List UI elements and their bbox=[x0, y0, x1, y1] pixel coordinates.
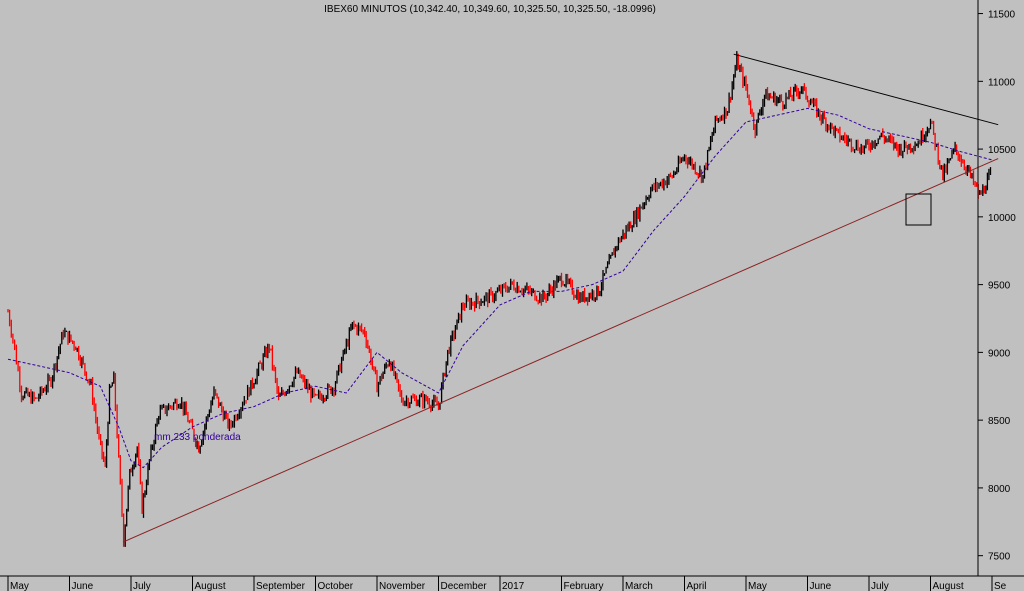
x-tick-label: February bbox=[564, 581, 604, 591]
x-tick-label: March bbox=[625, 581, 653, 591]
x-tick-label: June bbox=[72, 581, 94, 591]
x-tick-label: April bbox=[687, 581, 707, 591]
x-tick-label: July bbox=[871, 581, 889, 591]
y-tick-label: 11500 bbox=[988, 10, 1016, 21]
x-tick-label: June bbox=[810, 581, 832, 591]
x-tick-label: September bbox=[256, 581, 306, 591]
y-tick-label: 8000 bbox=[988, 484, 1011, 495]
x-axis: May June July August September October Novembe… bbox=[7, 576, 1007, 591]
y-axis: 7500 8000 8500 9000 9500 10000 10500 11000 11500 bbox=[978, 10, 1016, 563]
trendlines bbox=[122, 53, 999, 543]
x-tick-label: December bbox=[441, 581, 488, 591]
x-tick-label: May bbox=[748, 581, 767, 591]
moving-average-label: mm 233 ponderada bbox=[154, 432, 241, 443]
y-tick-label: 8500 bbox=[988, 416, 1011, 427]
chart-title: IBEX60 MINUTOS (10,342.40, 10,349.60, 10… bbox=[324, 4, 656, 15]
y-tick-label: 10000 bbox=[988, 213, 1016, 224]
resistance-trendline bbox=[733, 53, 999, 126]
moving-average-line bbox=[7, 107, 993, 469]
y-tick-label: 9000 bbox=[988, 348, 1011, 359]
x-tick-label: August bbox=[195, 581, 226, 591]
support-trendline bbox=[122, 158, 999, 543]
x-tick-label: 2017 bbox=[502, 581, 525, 591]
y-tick-label: 7500 bbox=[988, 552, 1011, 563]
x-tick-label: Se bbox=[994, 581, 1007, 591]
y-tick-label: 11000 bbox=[988, 77, 1016, 88]
x-tick-label: May bbox=[10, 581, 29, 591]
y-tick-label: 10500 bbox=[988, 145, 1016, 156]
price-series bbox=[7, 51, 992, 547]
x-tick-label: July bbox=[133, 581, 151, 591]
moving-average-series bbox=[7, 107, 993, 469]
x-tick-label: November bbox=[379, 581, 426, 591]
x-tick-label: August bbox=[933, 581, 964, 591]
x-tick-label: October bbox=[318, 581, 354, 591]
y-tick-label: 9500 bbox=[988, 281, 1011, 292]
target-box bbox=[905, 193, 932, 226]
